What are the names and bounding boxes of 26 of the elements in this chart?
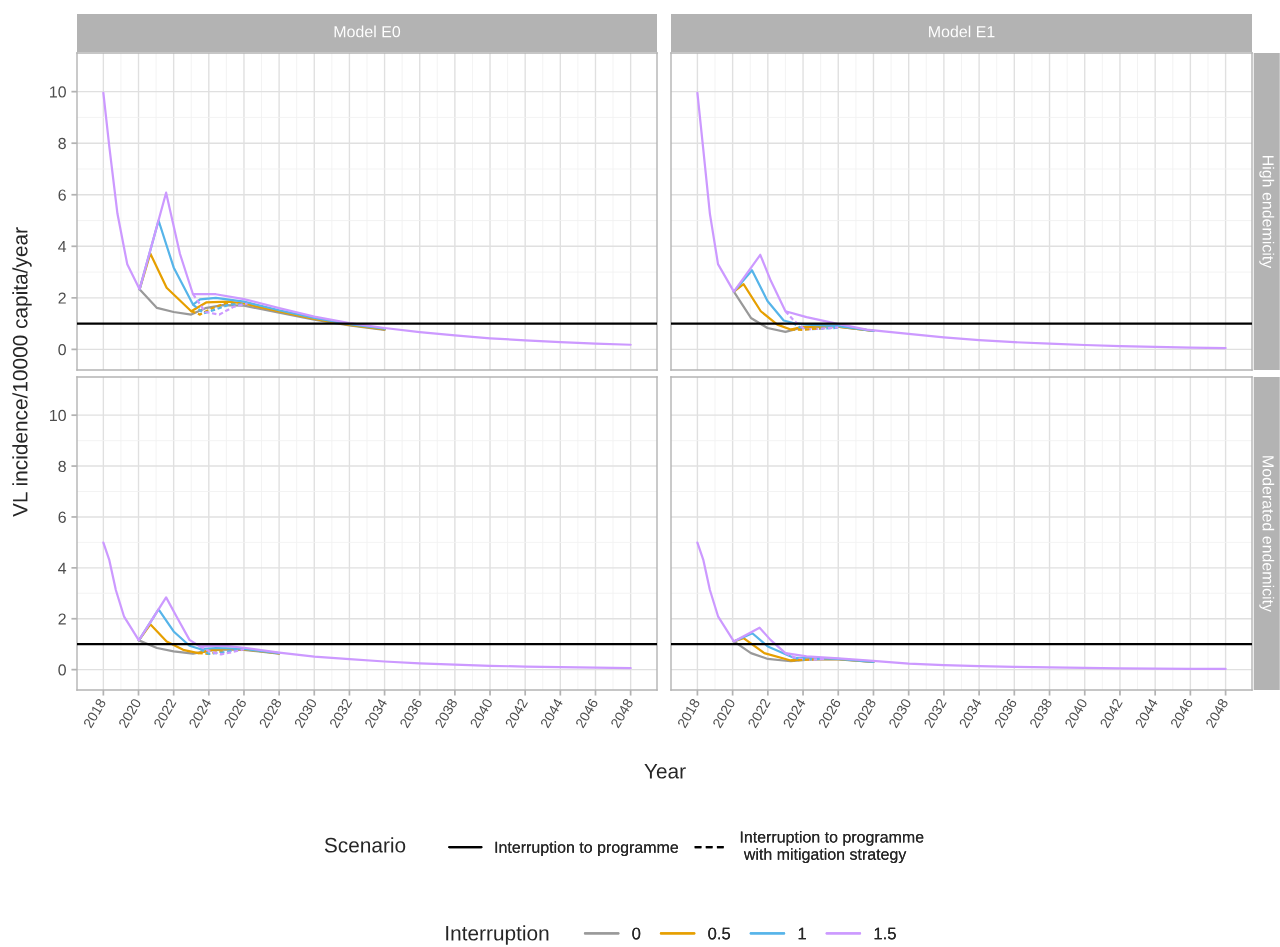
y-tick-label: 0 (58, 344, 66, 356)
y-tick-label: 6 (58, 511, 66, 523)
y-tick-label: 0 (58, 664, 66, 676)
text: Interruption to programme (495, 841, 679, 857)
chart-title: Model E1 (929, 25, 995, 38)
text: Interruption to programme with mitigation strategy (740, 830, 924, 864)
y-tick-label: 10 (50, 86, 66, 98)
x-axis-title: Year (644, 764, 686, 779)
y-tick-label: 2 (58, 292, 66, 304)
legend-label: 0 (632, 927, 641, 940)
y-tick-label: 2 (58, 613, 66, 625)
y2-axis-title: High endemicity (1259, 156, 1275, 269)
legend-title: Interruption (446, 925, 549, 945)
legend-label: 1.5 (874, 927, 896, 940)
legend-label: 1 (798, 927, 806, 940)
text: Scenario (324, 837, 406, 853)
legend-label: 0.5 (708, 927, 731, 940)
chart-title: Model E0 (334, 25, 401, 38)
y2-axis-title: Moderated endemicity (1259, 456, 1275, 613)
y-tick-label: 8 (58, 137, 66, 150)
y-tick-label: 4 (58, 241, 67, 253)
y-axis-title: VL incidence/10000 capita/year (12, 227, 32, 517)
y-tick-label: 8 (58, 460, 66, 473)
y-tick-label: 10 (50, 409, 66, 422)
y-tick-label: 6 (58, 189, 66, 201)
y-tick-label: 4 (58, 562, 67, 574)
